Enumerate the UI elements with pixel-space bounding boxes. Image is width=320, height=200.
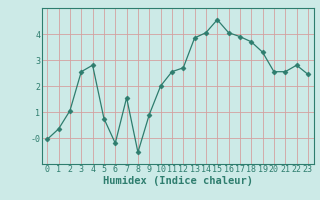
X-axis label: Humidex (Indice chaleur): Humidex (Indice chaleur) <box>103 176 252 186</box>
